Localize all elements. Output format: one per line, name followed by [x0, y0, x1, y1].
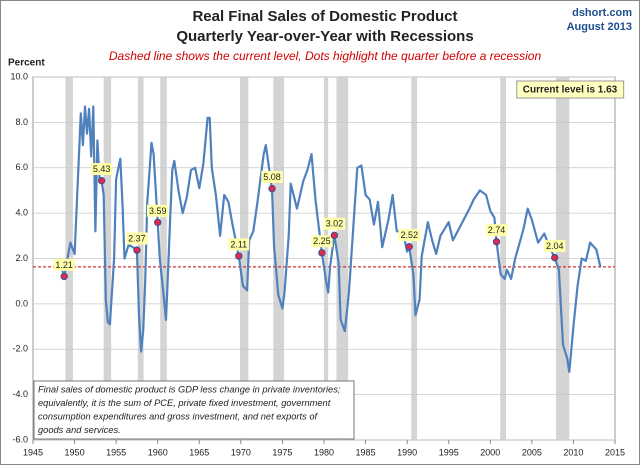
data-label-bg: [228, 238, 250, 251]
data-label-bg: [323, 217, 346, 230]
data-label: 5.08: [263, 172, 281, 182]
y-tick-label: -6.0: [12, 434, 28, 444]
y-tick-label: 6.0: [15, 162, 28, 172]
data-label: 5.43: [93, 164, 111, 174]
x-tick-label: 1990: [397, 447, 417, 457]
data-label-bg: [261, 170, 283, 183]
source: dshort.com: [572, 7, 632, 19]
x-tick-label: 1980: [314, 447, 334, 457]
y-tick-label: 0.0: [15, 298, 28, 308]
highlight-dot: [492, 238, 501, 246]
x-tick-label: 1945: [23, 447, 43, 457]
data-label: 3.02: [326, 219, 344, 229]
chart-subtitle: Dashed line shows the current level, Dot…: [109, 49, 542, 63]
data-label-bg: [543, 239, 566, 252]
note-text: equivalently, it is the sum of PCE, priv…: [38, 398, 331, 408]
chart-title: Real Final Sales of Domestic Product: [192, 8, 457, 25]
x-tick-label: 1960: [148, 447, 168, 457]
data-label-bg: [90, 163, 113, 176]
highlight-dot: [133, 246, 141, 254]
data-label: 3.59: [149, 206, 167, 216]
highlight-dot: [97, 176, 106, 185]
x-tick-label: 1950: [65, 447, 85, 457]
data-label-bg: [485, 224, 508, 237]
x-tick-label: 2000: [480, 447, 500, 457]
highlight-dot: [551, 253, 559, 262]
y-tick-label: 10.0: [10, 71, 28, 81]
highlight-dot: [154, 218, 162, 227]
data-label-bg: [311, 235, 333, 248]
data-label-bg: [126, 232, 148, 245]
data-label: 2.52: [400, 230, 418, 240]
current-level-label: Current level is 1.63: [523, 85, 618, 96]
y-tick-label: -2.0: [12, 344, 28, 354]
y-tick-label: 2.0: [15, 253, 28, 263]
data-label-bg: [146, 204, 169, 217]
x-tick-label: 1955: [106, 447, 126, 457]
highlight-dot: [318, 249, 326, 257]
y-tick-label: 8.0: [15, 117, 28, 127]
series-line: [58, 105, 602, 373]
data-label-bg: [53, 258, 75, 271]
note-box: [33, 380, 355, 440]
x-tick-label: 1995: [439, 447, 459, 457]
x-tick-label: 2005: [522, 447, 542, 457]
chart-title: Quarterly Year-over-Year with Recessions: [176, 28, 473, 45]
note-text: Final sales of domestic product is GDP l…: [38, 384, 341, 394]
source-date: August 2013: [567, 21, 632, 33]
x-tick-label: 1965: [189, 447, 209, 457]
data-label: 2.25: [313, 236, 331, 246]
highlight-dot: [268, 184, 276, 193]
data-label: 2.37: [128, 233, 146, 243]
y-axis-label: Percent: [8, 58, 45, 69]
data-label: 2.04: [546, 241, 564, 251]
data-label: 2.11: [230, 239, 247, 249]
highlight-dot: [405, 243, 413, 251]
data-label: 1.21: [55, 260, 73, 270]
data-label: 2.74: [488, 225, 506, 235]
x-tick-label: 1985: [356, 447, 376, 457]
x-tick-label: 1970: [231, 447, 251, 457]
highlight-dot: [60, 272, 68, 281]
highlight-dot: [330, 231, 339, 240]
x-tick-label: 1975: [272, 447, 292, 457]
note-text: consumption expenditures and gross inves…: [38, 411, 318, 421]
y-tick-label: 4.0: [15, 208, 28, 218]
y-tick-label: -4.0: [12, 389, 28, 399]
x-tick-label: 2010: [563, 447, 583, 457]
x-tick-label: 2015: [605, 447, 625, 457]
highlight-dot: [235, 252, 243, 260]
current-level-box: [516, 80, 625, 99]
data-label-bg: [398, 229, 420, 242]
note-text: goods and services.: [38, 425, 121, 435]
